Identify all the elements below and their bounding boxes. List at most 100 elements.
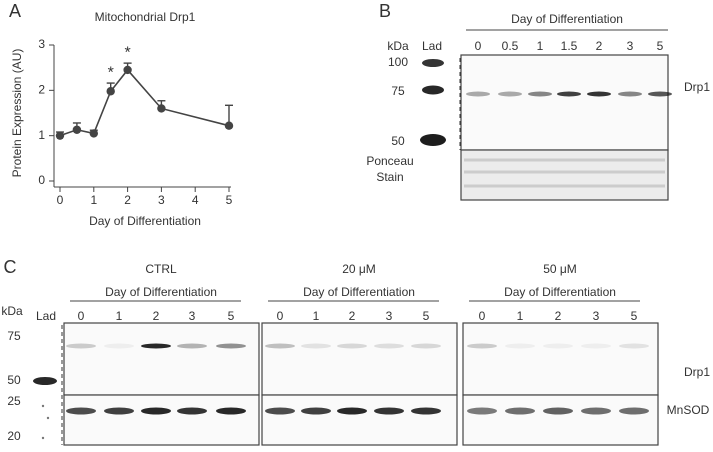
band	[301, 343, 331, 349]
band	[411, 407, 441, 415]
blot-frame	[460, 54, 669, 151]
panel-label: C	[4, 257, 17, 277]
band	[619, 343, 649, 349]
band	[374, 407, 404, 415]
lane-label: 2	[349, 309, 356, 323]
band	[33, 377, 57, 385]
target-label: Drp1	[684, 365, 710, 379]
header: Day of Differentiation	[504, 285, 616, 299]
ladder-dot	[46, 416, 50, 420]
marker-label: 50	[7, 373, 21, 387]
lane-label: 0	[475, 39, 482, 53]
x-tick-label: 0	[57, 193, 64, 207]
band	[581, 407, 611, 415]
data-point	[72, 125, 82, 134]
band	[422, 59, 444, 67]
lane-label: 1	[517, 309, 524, 323]
band	[505, 343, 535, 349]
blot-frame	[462, 394, 659, 446]
x-axis-label: Day of Differentiation	[89, 214, 201, 228]
band	[422, 85, 444, 95]
blot-frame	[63, 322, 260, 396]
kda-label: kDa	[1, 304, 23, 318]
data-point	[224, 121, 234, 130]
band	[467, 407, 497, 415]
band	[528, 91, 552, 97]
band	[543, 407, 573, 415]
ladder-label: Lad	[422, 39, 442, 53]
group-title: 50 μM	[543, 262, 577, 276]
panel-label: B	[379, 1, 391, 21]
lane-label: 3	[627, 39, 634, 53]
header: Day of Differentiation	[105, 285, 217, 299]
annotation: *	[108, 64, 114, 81]
band	[557, 91, 581, 97]
band	[618, 91, 642, 97]
band	[374, 343, 404, 349]
data-point	[55, 131, 65, 140]
band	[337, 407, 367, 415]
y-tick-label: 2	[38, 83, 45, 97]
lane-label: 2	[596, 39, 603, 53]
blot-frame	[460, 149, 669, 201]
band	[141, 407, 171, 415]
lane-label: 0	[277, 309, 284, 323]
lane-label: 1.5	[561, 39, 578, 53]
lane-label: 1	[313, 309, 320, 323]
loading-label: Stain	[376, 170, 403, 184]
band	[619, 407, 649, 415]
lane-label: 5	[657, 39, 664, 53]
lane-label: 2	[153, 309, 160, 323]
lane-label: 1	[116, 309, 123, 323]
kda-label: kDa	[387, 39, 409, 53]
band	[216, 343, 246, 349]
header: Day of Differentiation	[303, 285, 415, 299]
band	[66, 407, 96, 415]
band	[587, 91, 611, 97]
y-tick-label: 0	[38, 173, 45, 187]
band	[543, 343, 573, 349]
blot-frame	[63, 394, 260, 446]
band	[581, 343, 611, 349]
band	[467, 343, 497, 349]
lane-label: 5	[423, 309, 430, 323]
header: Day of Differentiation	[511, 12, 623, 26]
lane-label: 0	[78, 309, 85, 323]
ladder-dot	[41, 404, 45, 408]
marker-label: 100	[388, 55, 408, 69]
band	[505, 407, 535, 415]
data-point	[123, 65, 132, 75]
annotation: *	[124, 44, 130, 61]
group-title: CTRL	[145, 262, 177, 276]
loading-label: Ponceau	[366, 154, 413, 168]
lane-label: 0	[479, 309, 486, 323]
data-point	[89, 129, 99, 138]
panel-label: A	[9, 1, 21, 21]
ladder-dot	[41, 436, 45, 440]
lane-label: 3	[386, 309, 393, 323]
marker-label: 75	[391, 84, 405, 98]
band	[337, 343, 367, 349]
lane-label: 2	[555, 309, 562, 323]
band	[648, 91, 672, 97]
band	[411, 343, 441, 349]
y-tick-label: 1	[38, 128, 45, 142]
band	[301, 407, 331, 415]
data-point	[106, 87, 115, 96]
chart-title: Mitochondrial Drp1	[95, 10, 196, 24]
data-point	[157, 104, 166, 113]
band	[265, 407, 295, 415]
band	[216, 407, 246, 415]
target-label: MnSOD	[667, 403, 710, 417]
marker-label: 50	[391, 134, 405, 148]
lane-label: 3	[593, 309, 600, 323]
lane-label: 1	[537, 39, 544, 53]
ladder-label: Lad	[36, 309, 56, 323]
lane-label: 5	[631, 309, 638, 323]
blot-frame	[261, 322, 458, 396]
band	[141, 343, 171, 349]
target-label: Drp1	[684, 80, 710, 94]
x-tick-label: 2	[124, 193, 131, 207]
band	[177, 407, 207, 415]
